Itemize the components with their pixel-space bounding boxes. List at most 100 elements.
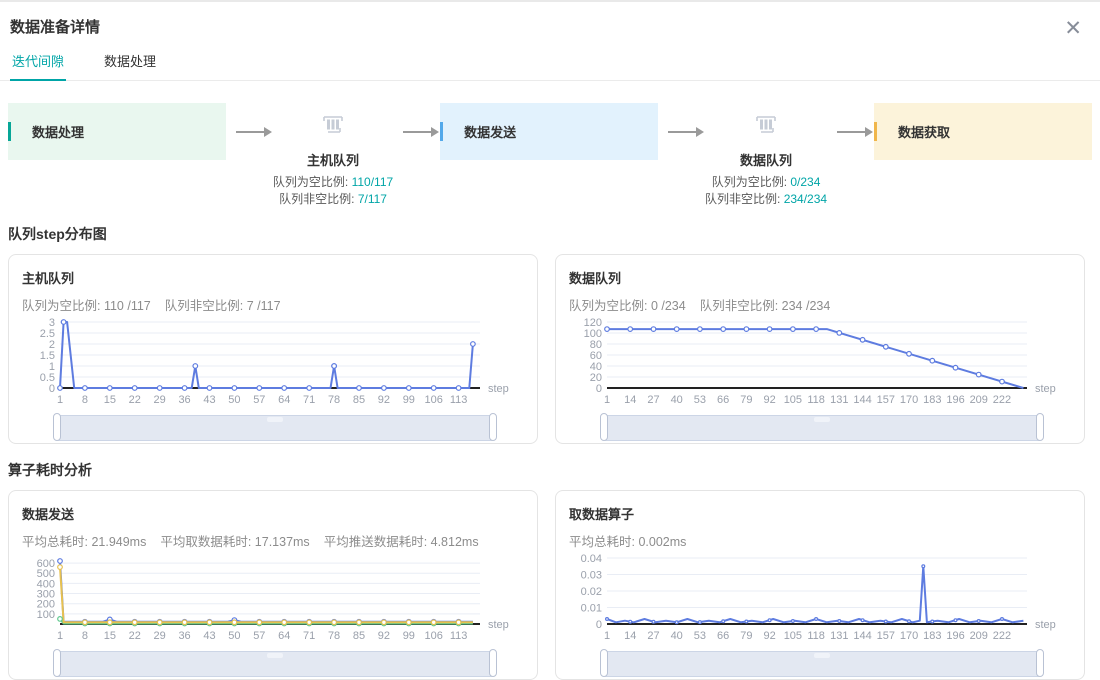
tab-bar: 迭代间隙 数据处理 [0, 45, 1100, 81]
card-data-queue: 数据队列 队列为空比例: 0 /234 队列非空比例: 234 /234 0 20 4… [555, 254, 1085, 444]
pipeline-flow: 数据处理 主机队列 队列为空比例: 110/117 队列非空比例: 7/117 [0, 103, 1100, 208]
svg-text:113: 113 [450, 630, 468, 642]
card-title: 数据队列 [569, 271, 622, 286]
queue-label: 数据队列 [740, 153, 793, 168]
stage-label: 数据发送 [464, 125, 517, 140]
svg-text:85: 85 [353, 394, 365, 406]
svg-text:79: 79 [740, 630, 752, 642]
stat-label: 队列为空比例: [272, 175, 349, 189]
svg-text:15: 15 [104, 394, 116, 406]
subtitle-stat: 平均总耗时: 0.002ms [569, 535, 687, 549]
svg-text:500: 500 [37, 568, 55, 580]
datazoom-slider[interactable] [53, 413, 497, 441]
svg-text:170: 170 [900, 630, 918, 642]
card-title: 主机队列 [22, 271, 75, 286]
svg-text:0.5: 0.5 [40, 372, 55, 384]
svg-text:222: 222 [993, 630, 1011, 642]
svg-text:43: 43 [203, 394, 215, 406]
svg-text:600: 600 [37, 558, 55, 570]
svg-text:100: 100 [584, 328, 602, 340]
svg-text:0.04: 0.04 [581, 554, 602, 565]
datazoom-right-handle[interactable] [489, 413, 497, 441]
flow-arrow-icon [236, 127, 272, 137]
card-title: 取数据算子 [569, 507, 635, 522]
datazoom-left-handle[interactable] [53, 649, 61, 677]
panel-header: 数据准备详情 ✕ [0, 2, 1100, 39]
svg-text:157: 157 [877, 630, 895, 642]
flow-arrow-icon [403, 127, 439, 137]
svg-text:8: 8 [82, 630, 88, 642]
svg-text:85: 85 [353, 630, 365, 642]
svg-text:1: 1 [57, 394, 63, 406]
svg-text:120: 120 [584, 318, 602, 329]
svg-text:200: 200 [37, 599, 55, 611]
datazoom-left-handle[interactable] [600, 649, 608, 677]
svg-text:300: 300 [37, 589, 55, 601]
svg-text:1.5: 1.5 [40, 350, 55, 362]
op-cost-cards: 数据发送 平均总耗时: 21.949ms 平均取数据耗时: 17.137ms 平均推… [0, 490, 1100, 680]
svg-text:50: 50 [228, 394, 240, 406]
stage-data-fetch: 数据获取 [874, 103, 1092, 160]
queue-stats: 队列为空比例: 110/117 队列非空比例: 7/117 [273, 174, 393, 208]
datazoom-left-handle[interactable] [53, 413, 61, 441]
svg-text:99: 99 [403, 394, 415, 406]
section-title-queue-step: 队列step分布图 [8, 226, 107, 242]
svg-text:57: 57 [253, 630, 265, 642]
svg-text:196: 196 [946, 394, 964, 406]
datazoom-right-handle[interactable] [1036, 649, 1044, 677]
svg-text:50: 50 [228, 630, 240, 642]
subtitle-stat: 队列为空比例: 110 /117 [22, 299, 151, 313]
queue-icon [756, 116, 776, 133]
close-icon[interactable]: ✕ [1064, 17, 1082, 40]
svg-text:0: 0 [596, 383, 602, 395]
stat-value: 7/117 [357, 192, 387, 206]
svg-text:step: step [488, 619, 509, 631]
svg-text:step: step [1035, 383, 1056, 395]
datazoom-slider[interactable] [53, 649, 497, 677]
svg-text:15: 15 [104, 630, 116, 642]
svg-text:22: 22 [129, 394, 141, 406]
svg-text:20: 20 [590, 372, 602, 384]
svg-text:92: 92 [378, 394, 390, 406]
card-host-queue: 主机队列 队列为空比例: 110 /117 队列非空比例: 7 /117 0 0.5… [8, 254, 538, 444]
datazoom-slider[interactable] [600, 649, 1044, 677]
svg-text:2: 2 [49, 339, 55, 351]
svg-text:2.5: 2.5 [40, 328, 55, 340]
datazoom-right-handle[interactable] [489, 649, 497, 677]
tab-iteration-gap[interactable]: 迭代间隙 [10, 45, 67, 81]
svg-text:99: 99 [403, 630, 415, 642]
datazoom-grip [267, 653, 283, 658]
svg-text:80: 80 [590, 339, 602, 351]
svg-text:105: 105 [784, 630, 802, 642]
svg-text:step: step [488, 383, 509, 395]
queue-step-cards: 主机队列 队列为空比例: 110 /117 队列非空比例: 7 /117 0 0.5… [0, 254, 1100, 444]
svg-text:79: 79 [740, 394, 752, 406]
datazoom-left-handle[interactable] [600, 413, 608, 441]
svg-text:step: step [1035, 619, 1056, 631]
datazoom-slider[interactable] [600, 413, 1044, 441]
svg-text:71: 71 [303, 630, 315, 642]
card-fetch-op-cost: 取数据算子 平均总耗时: 0.002ms 0 0.01 0.02 0.03 0.04 1 1… [555, 490, 1085, 680]
svg-text:66: 66 [717, 394, 729, 406]
svg-text:14: 14 [624, 394, 636, 406]
svg-text:14: 14 [624, 630, 636, 642]
queue-stats: 队列为空比例: 0/234 队列非空比例: 234/234 [705, 174, 827, 208]
stage-data-process: 数据处理 [8, 103, 226, 160]
svg-text:157: 157 [877, 394, 895, 406]
datazoom-right-handle[interactable] [1036, 413, 1044, 441]
section-title-op-cost: 算子耗时分析 [8, 462, 92, 478]
subtitle-stat: 队列为空比例: 0 /234 [569, 299, 686, 313]
svg-text:1: 1 [57, 630, 63, 642]
svg-text:40: 40 [671, 630, 683, 642]
svg-text:66: 66 [717, 630, 729, 642]
svg-text:27: 27 [647, 630, 659, 642]
svg-text:53: 53 [694, 630, 706, 642]
svg-text:64: 64 [278, 630, 290, 642]
flow-arrow-icon [837, 127, 873, 137]
svg-text:22: 22 [129, 630, 141, 642]
stage-accent-bar [874, 122, 877, 141]
tab-data-process[interactable]: 数据处理 [104, 54, 157, 69]
svg-text:400: 400 [37, 578, 55, 590]
stat-value: 0/234 [790, 175, 821, 189]
